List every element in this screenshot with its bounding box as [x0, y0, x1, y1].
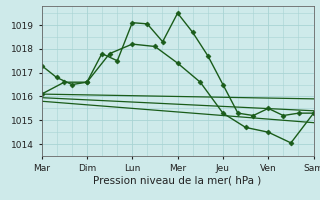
X-axis label: Pression niveau de la mer( hPa ): Pression niveau de la mer( hPa ) — [93, 175, 262, 185]
